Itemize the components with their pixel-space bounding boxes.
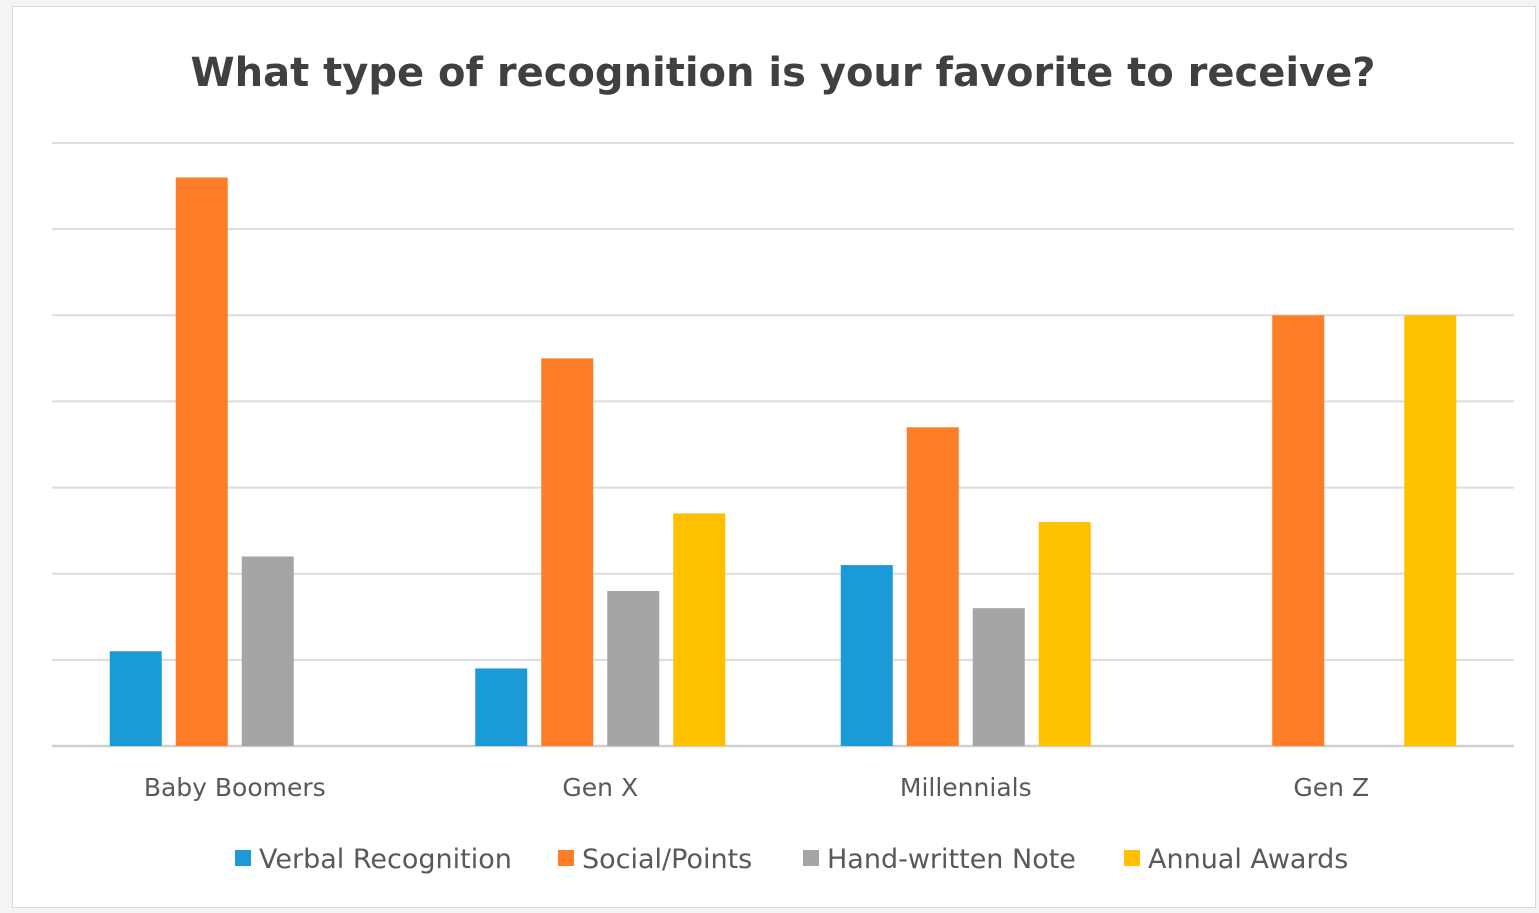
bar-gen-x-social-points	[541, 358, 594, 746]
bar-gen-x-verbal-recognition	[475, 668, 528, 746]
legend: Verbal Recognition Social/Points Hand-writ…	[235, 844, 1348, 875]
bar-baby-boomers-verbal-recognition	[109, 651, 162, 746]
bar-gen-x-annual-awards	[673, 513, 726, 746]
bar-baby-boomers-social-points	[175, 177, 228, 746]
bar-millennials-verbal-recognition	[840, 565, 893, 746]
x-tick-label: Gen Z	[1293, 773, 1369, 802]
legend-swatch	[803, 850, 819, 866]
legend-swatch	[1124, 850, 1140, 866]
bar-millennials-hand-written-note	[972, 608, 1025, 746]
bar-gen-z-social-points	[1272, 315, 1325, 746]
chart-title: What type of recognition is your favorit…	[191, 50, 1376, 96]
bar-baby-boomers-hand-written-note	[241, 556, 294, 746]
legend-swatch	[235, 850, 251, 866]
bar-millennials-social-points	[906, 427, 959, 746]
legend-label: Social/Points	[582, 844, 752, 875]
legend-swatch	[558, 850, 574, 866]
legend-label: Hand-written Note	[827, 844, 1076, 875]
x-axis-tick-labels: Baby Boomers Gen X Millennials Gen Z	[144, 773, 1369, 802]
bar-gen-x-hand-written-note	[607, 590, 660, 746]
x-tick-label: Gen X	[562, 773, 638, 802]
x-tick-label: Baby Boomers	[144, 773, 326, 802]
gridlines	[52, 142, 1514, 748]
legend-label: Annual Awards	[1148, 844, 1348, 875]
bar-gen-z-annual-awards	[1404, 315, 1457, 746]
legend-label: Verbal Recognition	[259, 844, 512, 875]
bars	[109, 177, 1457, 746]
bar-millennials-annual-awards	[1038, 522, 1091, 746]
x-tick-label: Millennials	[900, 773, 1032, 802]
